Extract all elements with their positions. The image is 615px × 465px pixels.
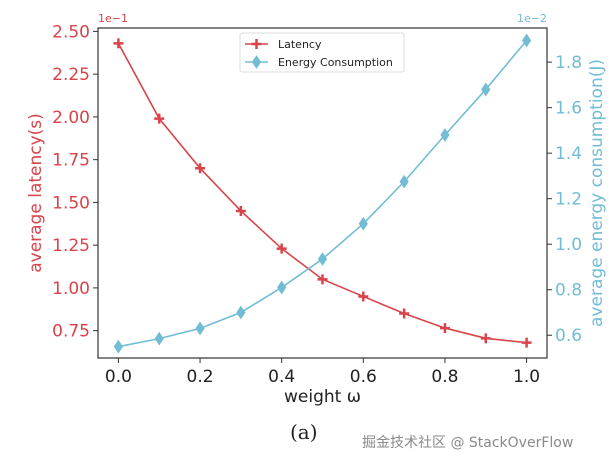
data-point (317, 252, 328, 266)
x-tick-label: 0.4 (268, 367, 295, 387)
legend-box (239, 32, 405, 73)
data-point (358, 291, 369, 302)
figure-caption: (a) (290, 420, 318, 444)
left-y-axis-label: average latency(s) (26, 113, 46, 273)
x-axis-label: weight ω (284, 387, 361, 407)
left-y-tick-label: 1.25 (52, 236, 90, 256)
left-y-tick-label: 2.00 (52, 108, 90, 128)
data-point (399, 308, 410, 319)
right-y-tick-label: 1.2 (555, 190, 582, 210)
left-y-tick-label: 1.00 (52, 279, 90, 299)
data-point (113, 339, 124, 354)
right-y-tick-label: 1.0 (555, 235, 582, 255)
data-point (113, 38, 124, 49)
data-point (440, 128, 450, 142)
watermark: 掘金技术社区 @ StackOverFlow (362, 435, 574, 451)
legend-marker (251, 39, 262, 49)
data-point (521, 337, 532, 348)
data-point (276, 243, 287, 254)
right-y-tick-label: 1.6 (555, 99, 582, 119)
series-line-energy-consumption (118, 40, 528, 348)
legend-marker (251, 55, 262, 69)
x-tick-label: 0.8 (431, 367, 458, 387)
right-y-axis-label: average energy consumption(J) (587, 59, 607, 327)
left-offset-text: 1e−1 (98, 12, 128, 25)
left-y-tick-label: 2.50 (52, 22, 90, 42)
data-point (195, 163, 206, 174)
left-y-tick-label: 1.50 (52, 193, 90, 213)
data-point (235, 205, 246, 216)
x-tick-label: 1.0 (513, 367, 540, 387)
data-point (439, 323, 450, 334)
left-y-tick-label: 2.25 (52, 65, 90, 85)
left-y-tick-label: 1.75 (52, 151, 90, 171)
data-point (521, 33, 532, 48)
data-point (154, 113, 165, 124)
data-point (358, 216, 368, 231)
left-y-tick-label: 0.75 (52, 322, 90, 342)
data-point (154, 331, 164, 346)
data-point (480, 333, 491, 344)
x-tick-label: 0.0 (105, 367, 132, 387)
series-line-latency (117, 43, 527, 344)
x-tick-label: 0.6 (350, 367, 377, 387)
data-point (399, 174, 409, 189)
data-point (317, 274, 328, 285)
right-y-tick-label: 1.4 (555, 144, 582, 164)
legend-label: Latency (278, 38, 322, 51)
right-y-tick-label: 0.8 (555, 281, 582, 301)
right-offset-text: 1e−2 (517, 12, 547, 25)
legend-label: Energy Consumption (278, 56, 393, 69)
plot-frame (97, 27, 548, 359)
right-y-tick-label: 1.8 (555, 53, 582, 73)
data-point (236, 305, 246, 320)
right-y-tick-label: 0.6 (555, 326, 582, 346)
x-tick-label: 0.2 (187, 367, 214, 387)
data-point (481, 82, 491, 97)
data-point (195, 321, 205, 336)
data-point (277, 280, 287, 295)
